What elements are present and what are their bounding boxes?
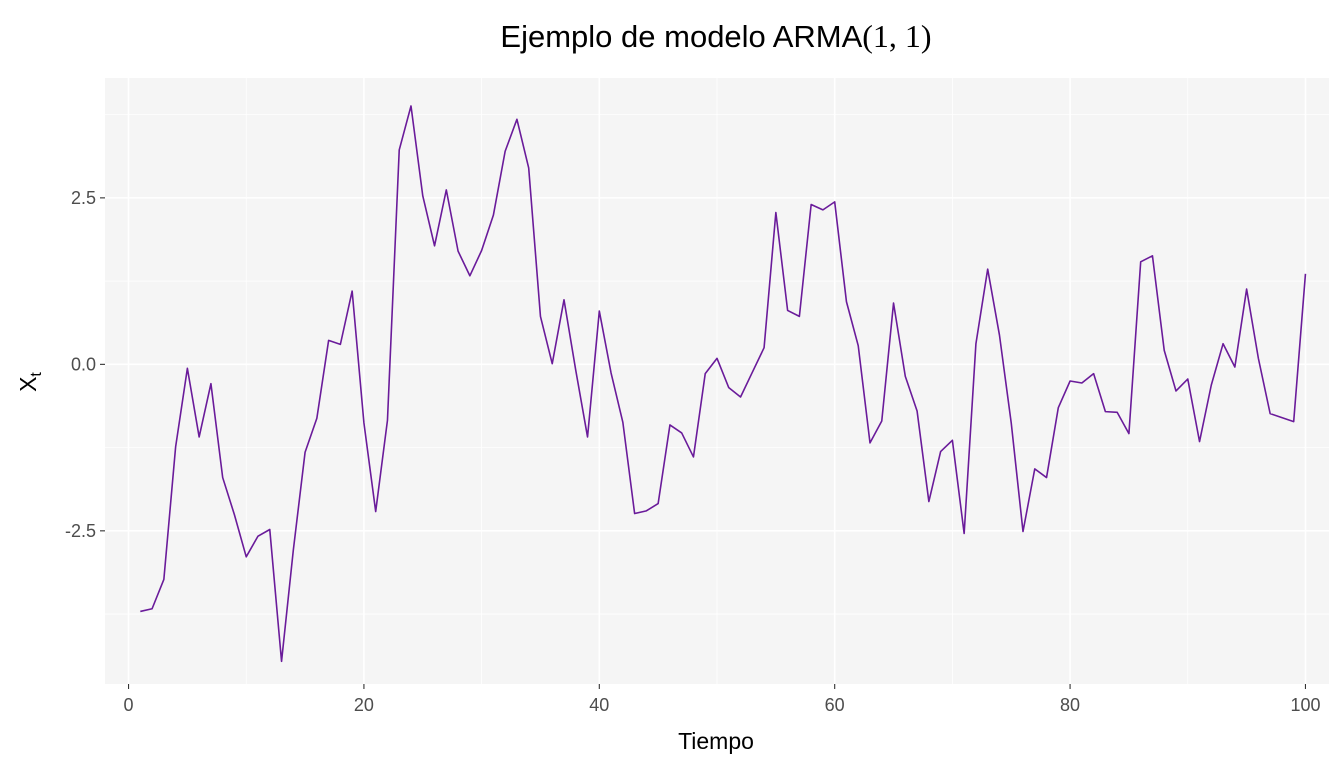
x-axis-title: Tiempo bbox=[678, 728, 754, 754]
x-tick-label: 80 bbox=[1060, 695, 1080, 715]
x-tick-label: 0 bbox=[124, 695, 134, 715]
y-tick-label: -2.5 bbox=[65, 521, 96, 541]
grid-minor bbox=[105, 78, 1329, 684]
series-line bbox=[140, 105, 1307, 663]
chart-title: Ejemplo de modelo ARMA(1, 1) bbox=[500, 18, 931, 54]
y-axis-title-subscript: t bbox=[28, 372, 45, 377]
y-axis: -2.5 0.0 2.5 bbox=[65, 188, 105, 541]
x-tick-label: 60 bbox=[825, 695, 845, 715]
chart-title-text: Ejemplo de modelo ARMA bbox=[500, 19, 862, 54]
y-axis-title-base: X bbox=[15, 377, 41, 392]
x-tick-label: 100 bbox=[1290, 695, 1320, 715]
x-tick-label: 20 bbox=[354, 695, 374, 715]
y-axis-title: Xt bbox=[15, 372, 45, 392]
x-axis: 0 20 40 60 80 100 bbox=[124, 684, 1320, 715]
y-tick-label: 2.5 bbox=[71, 188, 96, 208]
series-layer bbox=[140, 105, 1307, 663]
y-tick-label: 0.0 bbox=[71, 354, 96, 374]
x-tick-label: 40 bbox=[589, 695, 609, 715]
chart-title-math: (1, 1) bbox=[862, 18, 931, 54]
